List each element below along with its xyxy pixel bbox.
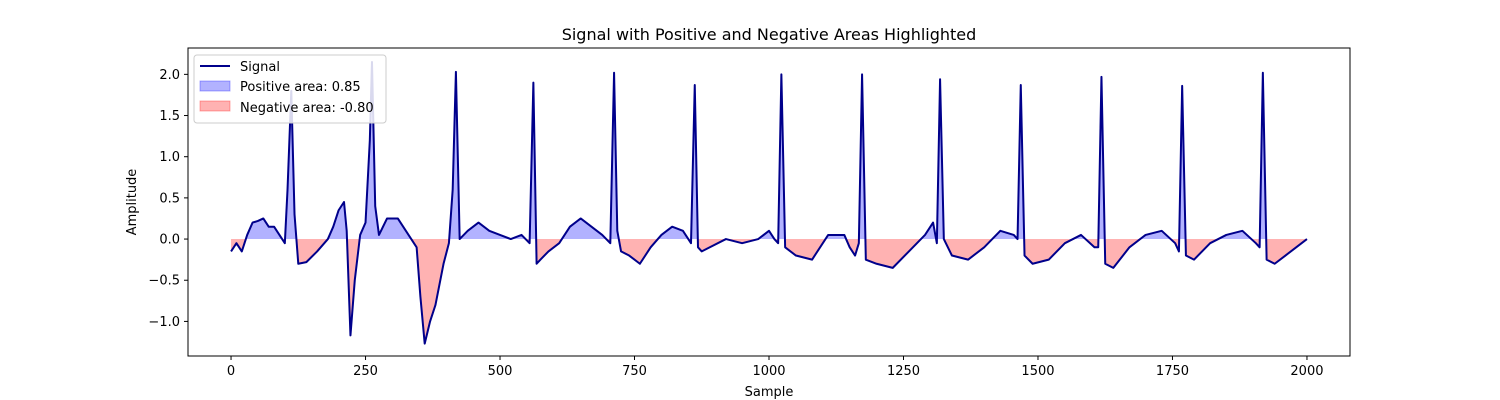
legend: Signal Positive area: 0.85 Negative area… — [193, 54, 387, 124]
positive-area-fill — [1218, 230, 1252, 240]
negative-area-fill — [1104, 239, 1141, 268]
y-tick-label: 2.0 — [159, 68, 180, 83]
chart-title: Signal with Positive and Negative Areas … — [562, 25, 977, 44]
negative-area-fill — [411, 239, 450, 344]
y-tick-label: 1.5 — [159, 109, 180, 124]
legend-signal-label: Signal — [240, 60, 280, 75]
x-tick-label: 2000 — [1290, 364, 1323, 379]
y-tick-label: 0.5 — [159, 191, 180, 206]
x-axis-title: Sample — [745, 385, 794, 400]
negative-area-fill — [1185, 239, 1219, 260]
x-tick-label: 500 — [488, 364, 513, 379]
x-tick-label: 0 — [227, 364, 235, 379]
y-axis-title: Amplitude — [125, 169, 140, 236]
legend-positive-swatch — [199, 80, 231, 92]
positive-area-fill — [610, 72, 619, 240]
x-tick-label: 750 — [622, 364, 647, 379]
y-axis-ticks: −1.0 −0.5 0.0 0.5 1.0 1.5 2.0 — [148, 68, 188, 330]
negative-area-fill — [1266, 239, 1307, 264]
positive-area-fill — [825, 234, 847, 240]
legend-positive-label: Positive area: 0.85 — [240, 80, 361, 95]
y-tick-label: −1.0 — [148, 315, 180, 330]
negative-area-fill — [1170, 239, 1180, 252]
x-tick-label: 1250 — [887, 364, 920, 379]
legend-negative-swatch — [199, 100, 231, 112]
negative-area-fill — [943, 239, 993, 260]
negative-area-fill — [618, 239, 658, 264]
x-tick-label: 250 — [353, 364, 378, 379]
negative-area-fill — [1024, 239, 1073, 264]
negative-area-fill — [1251, 239, 1260, 248]
negative-area-fill — [865, 239, 921, 268]
x-tick-label: 1750 — [1156, 364, 1189, 379]
signal-line-layer — [230, 61, 1308, 345]
x-tick-label: 1500 — [1021, 364, 1054, 379]
y-tick-label: −0.5 — [148, 274, 180, 289]
positive-area-fill — [449, 71, 526, 240]
positive-area-fill — [657, 226, 689, 240]
legend-box — [193, 54, 387, 124]
negative-area-fill — [296, 239, 328, 264]
legend-negative-label: Negative area: -0.80 — [240, 101, 374, 116]
y-tick-label: 1.0 — [159, 150, 180, 165]
positive-area-fill — [245, 218, 283, 240]
x-axis-ticks: 0 250 500 750 1000 1250 1500 1750 2000 — [227, 356, 1324, 379]
signal-line — [230, 61, 1308, 345]
x-tick-label: 1000 — [752, 364, 785, 379]
positive-area-fill — [561, 218, 607, 240]
y-tick-label: 0.0 — [159, 233, 180, 248]
